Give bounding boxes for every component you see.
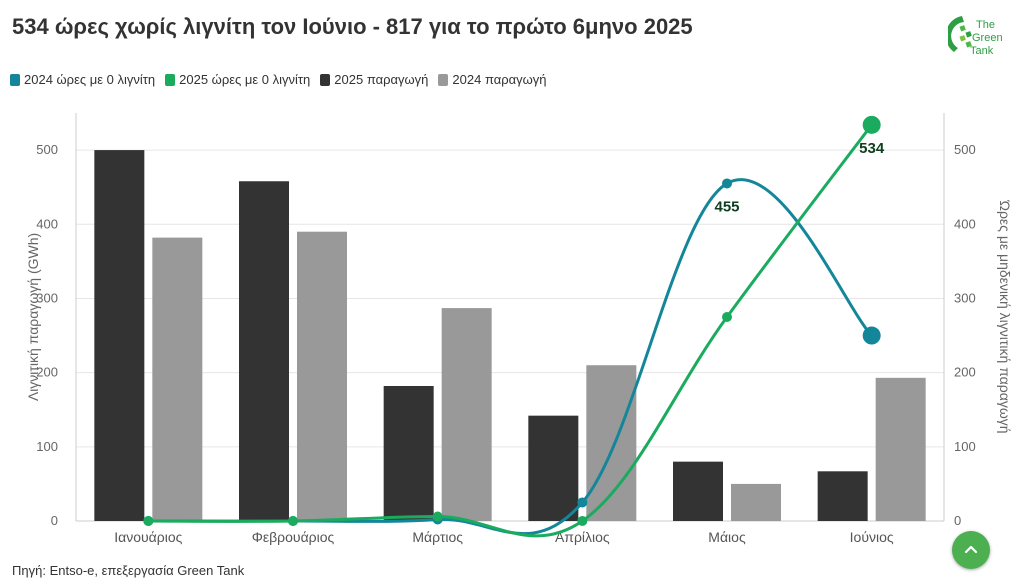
data-point <box>862 326 881 345</box>
bar <box>528 415 579 521</box>
legend-item[interactable]: 2024 ώρες με 0 λιγνίτη <box>10 72 155 87</box>
chart-title: 534 ώρες χωρίς λιγνίτη τον Ιούνιο - 817 … <box>12 14 693 39</box>
legend-item[interactable]: 2025 παραγωγή <box>320 72 428 87</box>
chevron-up-icon <box>964 545 978 554</box>
bar <box>731 483 781 521</box>
legend-label: 2024 παραγωγή <box>452 72 547 87</box>
y-right-axis-title: Ώρες με μηδενική λιγνιτική παραγωγή <box>997 199 1013 433</box>
chart-area: 0 100 200 300 400 500 0 100 200 300 400 500 Λιγνιτικ… <box>25 113 1013 545</box>
bar <box>383 385 434 521</box>
legend-swatch <box>320 73 331 86</box>
scroll-to-top-button[interactable] <box>952 531 990 569</box>
data-point <box>577 497 588 508</box>
x-tick-label: Μάρτιος <box>412 529 463 545</box>
data-point <box>288 516 298 526</box>
bar <box>875 377 926 521</box>
logo-line-3: Tank <box>970 45 994 57</box>
green-tank-logo: The Green Tank <box>948 16 1003 57</box>
y-right-tick-label: 100 <box>954 439 976 454</box>
x-tick-label: Ιούνιος <box>850 529 894 545</box>
bar <box>152 237 203 521</box>
logo-line-1: The <box>976 19 995 31</box>
y-tick-label: 100 <box>36 439 58 454</box>
logo-line-2: Green <box>972 32 1003 44</box>
data-point <box>862 115 881 134</box>
data-point <box>722 312 732 322</box>
data-point <box>722 178 732 189</box>
data-point <box>577 516 588 526</box>
legend-swatch <box>438 73 449 86</box>
y-right-tick-label: 400 <box>954 216 976 231</box>
bar <box>297 231 347 521</box>
bar <box>673 461 723 521</box>
x-tick-label: Απρίλιος <box>555 529 610 545</box>
bar <box>586 365 637 521</box>
legend-swatch <box>165 73 176 86</box>
legend-label: 2025 παραγωγή <box>334 72 429 87</box>
bar <box>239 181 289 521</box>
bar <box>94 150 145 521</box>
y-right-tick-label: 0 <box>954 513 961 528</box>
y-right-tick-label: 500 <box>954 142 976 157</box>
legend-item[interactable]: 2024 παραγωγή <box>438 72 547 87</box>
data-point <box>432 511 443 522</box>
data-label: 455 <box>714 198 739 215</box>
y-right-tick-label: 200 <box>954 365 976 380</box>
x-tick-label: Ιανουάριος <box>114 529 182 545</box>
y-tick-label: 400 <box>36 216 58 231</box>
y-tick-label: 300 <box>36 290 58 305</box>
data-point <box>143 516 154 526</box>
legend-item[interactable]: 2025 ώρες με 0 λιγνίτη <box>165 72 310 87</box>
y-tick-label: 500 <box>36 142 58 157</box>
x-tick-label: Φεβρουάριος <box>252 529 335 545</box>
bar <box>441 308 492 521</box>
legend-label: 2025 ώρες με 0 λιγνίτη <box>179 72 311 87</box>
y-tick-label: 0 <box>51 513 58 528</box>
legend-swatch <box>10 73 20 86</box>
y-axis-title: Λιγνιτική παραγωγή (GWh) <box>25 233 41 401</box>
y-right-tick-label: 300 <box>954 290 976 305</box>
bar <box>817 471 868 521</box>
source-note: Πηγή: Entso-e, επεξεργασία Green Tank <box>12 563 245 578</box>
chart-legend: 2024 ώρες με 0 λιγνίτη 2025 ώρες με 0 λιγ… <box>10 72 547 87</box>
data-label: 534 <box>859 140 885 157</box>
x-tick-label: Μάιος <box>708 529 746 545</box>
logo-mark <box>948 16 972 52</box>
y-tick-label: 200 <box>36 365 58 380</box>
legend-label: 2024 ώρες με 0 λιγνίτη <box>24 72 156 87</box>
